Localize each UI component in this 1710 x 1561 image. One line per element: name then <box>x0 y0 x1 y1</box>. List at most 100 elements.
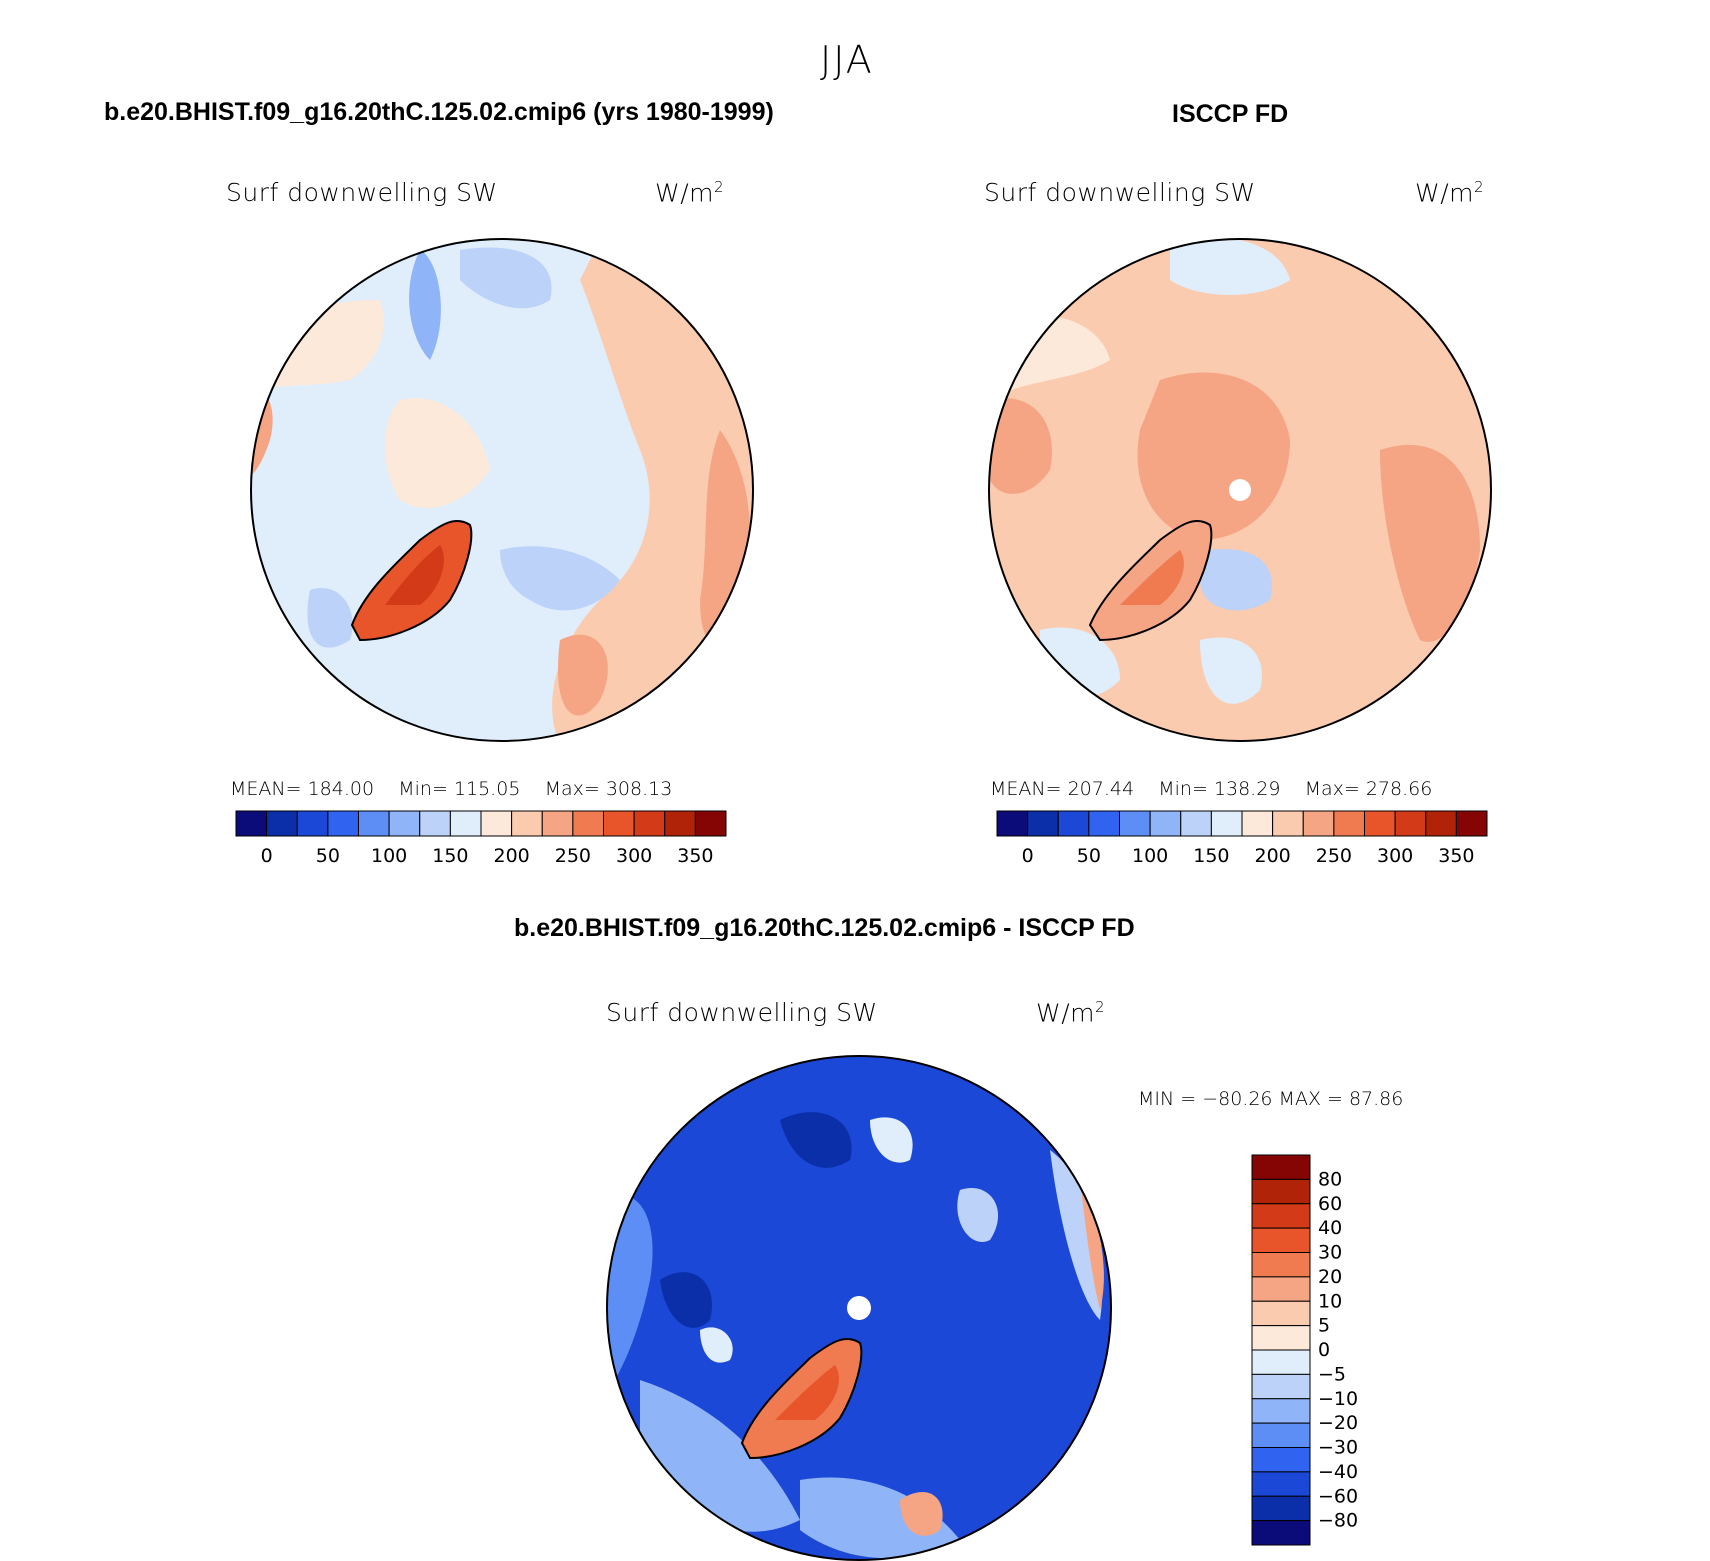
panel2-pole-hole <box>1229 479 1251 501</box>
panel3-colorbar-swatch <box>1251 1203 1311 1229</box>
panel2-colorbar-swatch <box>1210 810 1243 837</box>
panel3-minmax: MIN = −80.26 MAX = 87.86 <box>1138 1088 1404 1110</box>
panel1-colorbar-swatch <box>603 810 635 837</box>
panel1-colorbar-tick-label: 300 <box>616 845 652 867</box>
panel3-map <box>607 1056 1111 1560</box>
panel2-colorbar-tick-label: 350 <box>1438 845 1474 867</box>
panel3-colorbar-swatch <box>1251 1422 1311 1448</box>
panel2-colorbar-swatch <box>1302 810 1335 837</box>
panel1-colorbar-swatch <box>664 810 696 837</box>
panel3-colorbar-swatch <box>1251 1227 1311 1253</box>
panel2-colorbar-swatch <box>1272 810 1304 837</box>
panel3-colorbar-tick-label: 60 <box>1318 1193 1342 1215</box>
panel3-colorbar-tick-label: 0 <box>1318 1339 1330 1361</box>
panel3-pole-hole <box>847 1296 871 1320</box>
panel1-title: b.e20.BHIST.f09_g16.20thC.125.02.cmip6 (… <box>104 98 774 126</box>
panel2-stats: MEAN= 207.44 Min= 138.29 Max= 278.66 <box>990 778 1433 800</box>
panel1-colorbar-swatch <box>572 810 604 837</box>
panel1-colorbar-swatch <box>419 810 451 837</box>
panel3-colorbar-tick-label: −40 <box>1318 1461 1358 1483</box>
main-title: JJA <box>820 38 874 82</box>
panel3-colorbar-tick-label: −20 <box>1318 1412 1358 1434</box>
panel3-colorbar-tick-label: −30 <box>1318 1437 1358 1459</box>
panel2-colorbar-swatch <box>1241 810 1274 837</box>
panel2-colorbar-swatch <box>1119 810 1151 837</box>
panel2-colorbar-tick-label: 300 <box>1377 845 1413 867</box>
panel3-units: W/m2 <box>1036 998 1106 1028</box>
panel3-colorbar-tick-label: 20 <box>1318 1266 1342 1288</box>
panel3-colorbar-swatch <box>1251 1520 1311 1546</box>
panel1-colorbar-tick-label: 0 <box>261 845 273 867</box>
panel2-colorbar-swatch <box>1333 810 1365 837</box>
panel2-map <box>989 239 1491 741</box>
panel2-colorbar-tick-label: 200 <box>1254 845 1290 867</box>
panel1-map <box>251 239 753 741</box>
panel2-colorbar-swatch <box>1149 810 1182 837</box>
panel2-units: W/m2 <box>1415 178 1485 208</box>
panel1-min: 115.05 <box>453 778 521 800</box>
panel2-map-border <box>988 238 1492 742</box>
panel2-colorbar-tick-label: 50 <box>1077 845 1101 867</box>
panel1-colorbar-swatch <box>235 810 268 837</box>
panel3-title: b.e20.BHIST.f09_g16.20thC.125.02.cmip6 -… <box>514 914 1135 942</box>
panel3-colorbar-swatch <box>1251 1252 1311 1278</box>
panel2-colorbar-tick-label: 100 <box>1132 845 1168 867</box>
panel2-colorbar-swatch <box>1027 810 1059 837</box>
panel3-colorbar-swatch <box>1251 1471 1311 1497</box>
panel2-min: 138.29 <box>1213 778 1281 800</box>
panel2-colorbar-swatch <box>996 810 1029 837</box>
panel3-colorbar-tick-label: −10 <box>1318 1388 1358 1410</box>
panel3-colorbar-swatch <box>1251 1495 1311 1522</box>
panel3-colorbar-tick-label: 5 <box>1318 1315 1330 1337</box>
panel1-stats: MEAN= 184.00 Min= 115.05 Max= 308.13 <box>230 778 673 800</box>
panel1-colorbar-swatch <box>449 810 482 837</box>
panel1-colorbar-swatch <box>633 810 666 837</box>
panel2-colorbar-tick-label: 150 <box>1193 845 1229 867</box>
panel1-colorbar-swatch <box>296 810 329 837</box>
panel2-max: 278.66 <box>1365 778 1433 800</box>
panel3-map-border <box>606 1055 1112 1561</box>
panel2-colorbar-swatch <box>1180 810 1212 837</box>
panel1-units: W/m2 <box>655 178 725 208</box>
panel3-colorbar-tick-label: −5 <box>1318 1363 1346 1385</box>
panel3-colorbar-tick-label: −80 <box>1318 1510 1358 1532</box>
panel3-colorbar-swatch <box>1251 1300 1311 1327</box>
panel1-colorbar-tick-label: 50 <box>316 845 340 867</box>
panel1-colorbar-tick-label: 200 <box>493 845 529 867</box>
panel1-max: 308.13 <box>605 778 673 800</box>
panel3-colorbar-swatch <box>1251 1349 1311 1375</box>
panel2-colorbar-swatch <box>1088 810 1120 837</box>
panel3-colorbar-swatch <box>1251 1276 1311 1302</box>
panel1-colorbar-swatch <box>511 810 543 837</box>
panel3-colorbar-tick-label: 30 <box>1318 1242 1342 1264</box>
panel3-colorbar-tick-label: 10 <box>1318 1290 1342 1312</box>
panel2-colorbar-swatch <box>1425 810 1457 837</box>
panel1-colorbar-tick-label: 250 <box>555 845 591 867</box>
panel2-colorbar-tick-label: 0 <box>1022 845 1034 867</box>
panel3-colorbar-tick-label: −60 <box>1318 1485 1358 1507</box>
panel1-map-border <box>250 238 754 742</box>
panel2-title: ISCCP FD <box>1172 100 1289 128</box>
panel3-colorbar-tick-label: 40 <box>1318 1217 1342 1239</box>
panel2-colorbar-swatch <box>1455 810 1488 837</box>
panel1-colorbar-tick-label: 100 <box>371 845 407 867</box>
panel2-colorbar-tick-label: 250 <box>1316 845 1352 867</box>
panel3-colorbar-swatch <box>1251 1154 1311 1180</box>
panel2-mean: 207.44 <box>1067 778 1135 800</box>
panel1-colorbar-swatch <box>541 810 574 837</box>
panel2-colorbar: 0 50 100 150 200 250 300 350 <box>996 810 1488 867</box>
panel1-colorbar-swatch <box>388 810 421 837</box>
panel1-colorbar-tick-label: 350 <box>677 845 713 867</box>
panel1-colorbar-swatch <box>480 810 513 837</box>
panel1-colorbar-swatch <box>266 810 298 837</box>
panel3-colorbar-swatch <box>1251 1398 1311 1424</box>
panel1-colorbar: 0 50 100 150 200 250 300 350 <box>235 810 727 867</box>
panel3-colorbar-tick-label: 80 <box>1318 1168 1342 1190</box>
panel1-mean: 184.00 <box>307 778 375 800</box>
panel3-colorbar-swatch <box>1251 1178 1311 1205</box>
panel3-colorbar-swatch <box>1251 1325 1311 1351</box>
panel2-colorbar-swatch <box>1364 810 1396 837</box>
